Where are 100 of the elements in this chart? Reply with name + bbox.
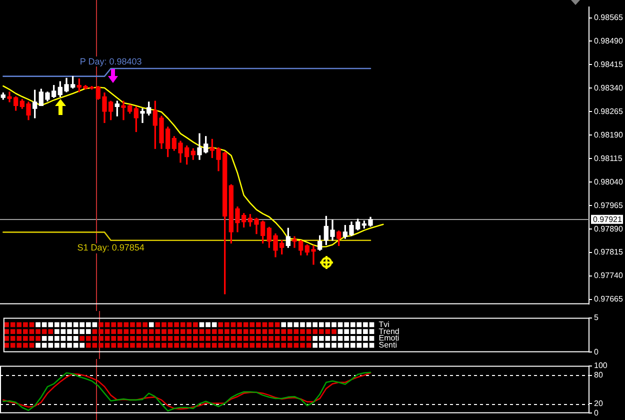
point [332, 342, 336, 348]
point [338, 329, 343, 334]
y-tick-label: 0 [594, 347, 599, 356]
point [363, 336, 368, 341]
point [288, 329, 292, 334]
point [92, 329, 98, 334]
point [344, 336, 349, 341]
point [218, 342, 224, 348]
point [48, 322, 54, 328]
point [206, 342, 210, 348]
point [288, 322, 292, 328]
point [98, 342, 104, 348]
series-label: S1 Day: 0.97854 [77, 242, 144, 252]
point [350, 322, 356, 328]
point [168, 329, 173, 334]
point [148, 329, 154, 334]
point [36, 322, 40, 328]
y-tick-label: 0.98040 [594, 177, 624, 186]
point [193, 322, 198, 328]
point [318, 342, 324, 348]
point [60, 329, 66, 334]
point [54, 322, 60, 328]
point [174, 342, 179, 348]
point [332, 322, 336, 328]
point [350, 336, 356, 341]
point [306, 336, 312, 341]
point [224, 322, 230, 328]
point [306, 329, 312, 334]
point [36, 329, 40, 334]
point [325, 336, 330, 341]
series-label: Senti [378, 340, 398, 350]
y-tick-label: 0.98265 [594, 106, 624, 116]
point [54, 336, 60, 341]
point [300, 336, 305, 341]
point [60, 336, 66, 341]
point [117, 336, 122, 341]
point [300, 329, 305, 334]
point [111, 336, 116, 341]
point [281, 342, 286, 348]
point [148, 322, 154, 328]
point [36, 336, 40, 341]
point [36, 342, 40, 348]
point [363, 342, 368, 348]
point [130, 322, 135, 328]
point [325, 329, 330, 334]
point [237, 322, 242, 328]
point [268, 329, 274, 334]
point [155, 329, 160, 334]
point [243, 336, 248, 341]
point [338, 336, 343, 341]
point [104, 329, 110, 334]
point [86, 336, 91, 341]
y-tick-label: 0.97965 [594, 200, 624, 210]
point [98, 322, 104, 328]
point [54, 329, 60, 334]
point [206, 322, 210, 328]
point [162, 336, 166, 341]
point [23, 342, 28, 348]
point [168, 336, 173, 341]
y-tick-label: 0.98115 [594, 154, 623, 163]
point [67, 342, 72, 348]
y-tick-label: 0.97740 [594, 271, 624, 280]
point [332, 329, 336, 334]
point [268, 322, 274, 328]
point [180, 329, 186, 334]
point [142, 329, 148, 334]
point [80, 342, 85, 348]
point [124, 329, 129, 334]
point [142, 342, 148, 348]
point [16, 336, 22, 341]
point [92, 336, 98, 341]
point [98, 329, 104, 334]
point [73, 329, 78, 334]
y-tick-label: 0.98415 [594, 60, 624, 69]
point [369, 329, 374, 334]
point [230, 329, 236, 334]
point [23, 329, 28, 334]
point [10, 336, 16, 341]
point [4, 336, 9, 341]
point [130, 342, 135, 348]
point [288, 336, 292, 341]
point [80, 336, 85, 341]
point [186, 336, 192, 341]
series-label: Emoti [378, 334, 400, 343]
ref-line-label: 0.97921 [593, 215, 622, 224]
point [312, 322, 318, 328]
point [67, 322, 72, 328]
point [281, 322, 286, 328]
point [237, 342, 242, 348]
point [42, 336, 47, 341]
point [130, 336, 135, 341]
y-tick-label: 0.97815 [594, 248, 624, 257]
point [274, 336, 280, 341]
point [300, 342, 305, 348]
point [98, 336, 104, 341]
series-label: Trend [378, 326, 400, 336]
point [224, 329, 230, 334]
point [42, 329, 47, 334]
point [356, 336, 362, 341]
point [16, 342, 22, 348]
